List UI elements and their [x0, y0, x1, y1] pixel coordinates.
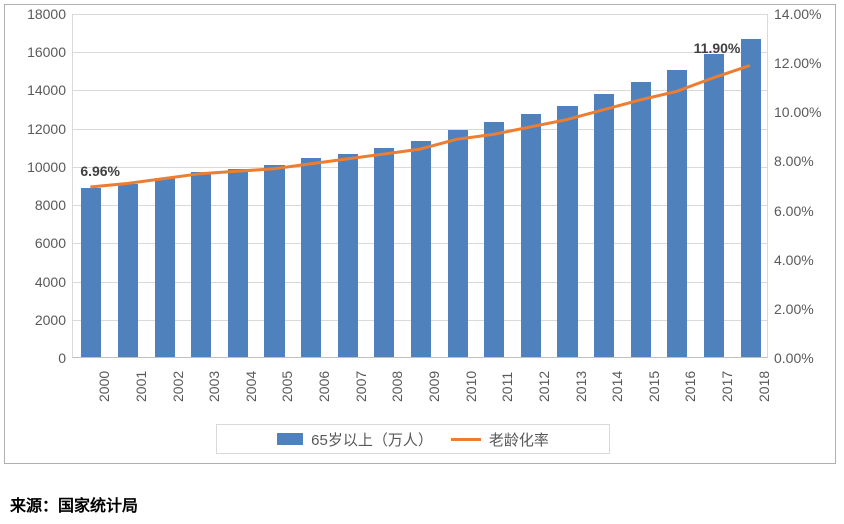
y2-tick-label: 2.00% [774, 301, 814, 317]
x-tick-label: 2000 [96, 371, 112, 402]
legend-label: 老龄化率 [489, 429, 549, 450]
x-tick-label: 2013 [573, 371, 589, 402]
legend-swatch-line [451, 438, 481, 441]
y2-tick-label: 10.00% [774, 104, 821, 120]
x-tick-label: 2003 [206, 371, 222, 402]
y1-tick-label: 18000 [27, 6, 66, 22]
y1-tick-label: 6000 [35, 235, 66, 251]
legend-label: 65岁以上（万人） [311, 429, 433, 450]
x-tick-label: 2016 [682, 371, 698, 402]
y1-tick-label: 2000 [35, 312, 66, 328]
y1-tick-label: 12000 [27, 121, 66, 137]
y2-tick-label: 8.00% [774, 153, 814, 169]
x-tick-label: 2012 [536, 371, 552, 402]
y1-tick-label: 4000 [35, 274, 66, 290]
y2-tick-label: 12.00% [774, 55, 821, 71]
data-label: 11.90% [694, 40, 741, 56]
x-tick-label: 2014 [609, 371, 625, 402]
legend-item: 老龄化率 [451, 429, 549, 450]
y2-tick-label: 14.00% [774, 6, 821, 22]
legend-item: 65岁以上（万人） [277, 429, 433, 450]
data-label: 6.96% [80, 163, 120, 179]
x-tick-label: 2005 [279, 371, 295, 402]
x-tick-label: 2018 [756, 371, 772, 402]
y2-tick-label: 6.00% [774, 203, 814, 219]
x-tick-label: 2011 [499, 372, 515, 402]
y1-tick-label: 0 [58, 350, 66, 366]
x-tick-label: 2007 [353, 371, 369, 402]
y1-tick-label: 14000 [27, 82, 66, 98]
chart-container: 65岁以上（万人） 老龄化率 来源：国家统计局 0 2000 4000 6000 8000… [0, 0, 844, 524]
x-tick-label: 2017 [719, 371, 735, 402]
legend-swatch-bar [277, 433, 303, 445]
y2-tick-label: 0.00% [774, 350, 814, 366]
x-tick-label: 2015 [646, 371, 662, 402]
y2-tick-label: 4.00% [774, 252, 814, 268]
source-text: 来源：国家统计局 [10, 492, 138, 516]
x-tick-label: 2001 [133, 371, 149, 402]
x-tick-label: 2006 [316, 371, 332, 402]
trend-line [90, 66, 749, 187]
x-tick-label: 2002 [170, 371, 186, 402]
legend: 65岁以上（万人） 老龄化率 [216, 424, 610, 454]
x-tick-label: 2008 [389, 371, 405, 402]
x-tick-label: 2010 [463, 371, 479, 402]
y1-tick-label: 10000 [27, 159, 66, 175]
y1-tick-label: 8000 [35, 197, 66, 213]
x-tick-label: 2004 [243, 371, 259, 402]
y1-tick-label: 16000 [27, 44, 66, 60]
x-tick-label: 2009 [426, 371, 442, 402]
